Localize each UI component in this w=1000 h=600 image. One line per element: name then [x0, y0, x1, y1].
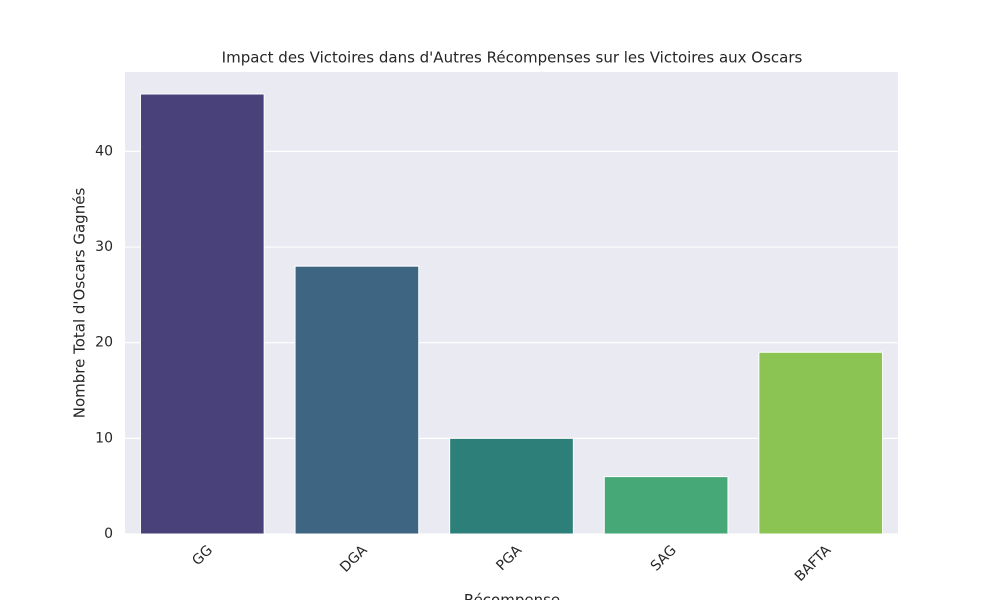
bar — [449, 437, 574, 535]
y-tick-label: 20 — [95, 335, 113, 351]
y-tick-label: 40 — [95, 143, 113, 159]
x-tick-label: BAFTA — [792, 542, 835, 585]
chart-title: Impact des Victoires dans d'Autres Récom… — [222, 49, 803, 67]
x-tick-label: GG — [189, 542, 216, 569]
x-tick-label: PGA — [493, 542, 525, 574]
y-tick-label: 30 — [95, 239, 113, 255]
y-tick-label: 10 — [95, 430, 113, 446]
y-axis-label: Nombre Total d'Oscars Gagnés — [71, 188, 89, 419]
x-tick-label: DGA — [337, 542, 371, 576]
x-tick-label: SAG — [648, 542, 680, 574]
x-axis-label: Récompense — [464, 591, 560, 600]
y-tick-label: 0 — [104, 526, 113, 542]
bar — [139, 93, 265, 535]
bar — [294, 265, 420, 535]
bar — [758, 351, 884, 535]
bar — [603, 476, 729, 535]
